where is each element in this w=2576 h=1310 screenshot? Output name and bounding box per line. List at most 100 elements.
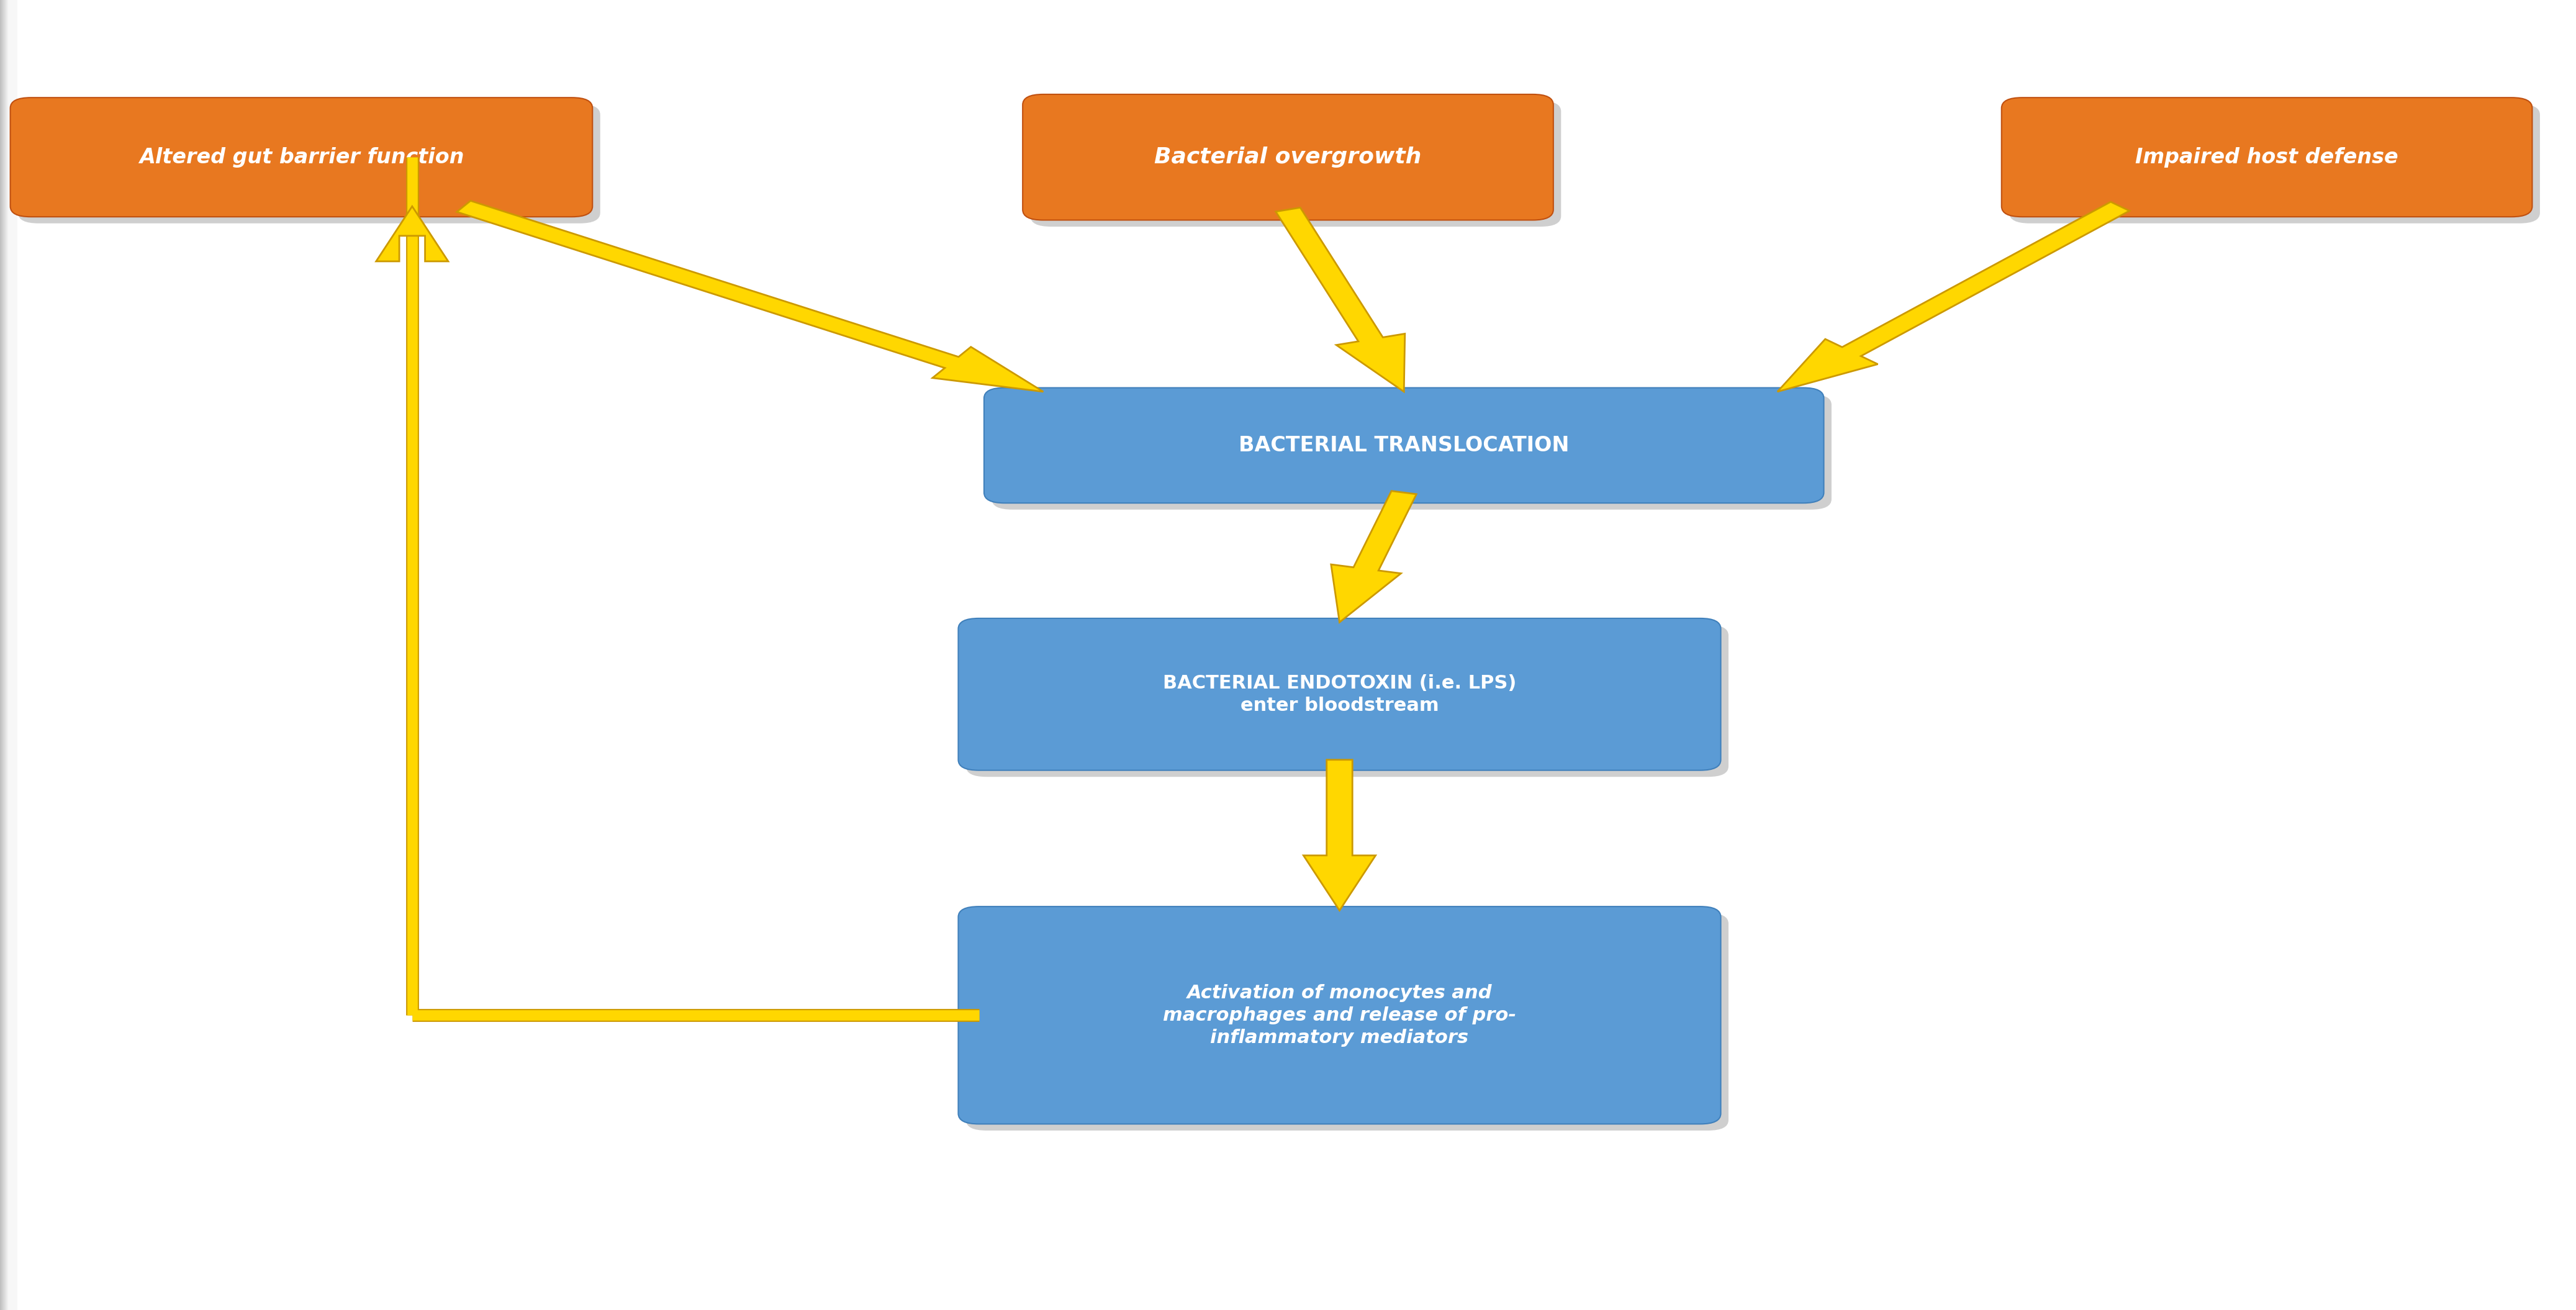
Bar (3, 0, 13, 1310)
Bar (3, 0, 13, 1310)
FancyBboxPatch shape (958, 907, 1721, 1124)
Bar (3, 0, 13, 1310)
Bar (5, 0, 15, 1310)
Bar (0, 0, 10, 1310)
Bar (5, 0, 15, 1310)
Bar (5, 0, 15, 1310)
Bar (3, 0, 13, 1310)
Bar (5, 0, 13, 1310)
Bar (5, 0, 13, 1310)
Bar (3, 0, 10, 1310)
Bar (8, 0, 15, 1310)
Bar (8, 0, 18, 1310)
Bar (0, 0, 8, 1310)
Bar (3, 0, 13, 1310)
Bar (3, 0, 10, 1310)
Bar (8, 0, 15, 1310)
Bar (5, 0, 13, 1310)
Bar (5, 0, 13, 1310)
Bar (3, 0, 10, 1310)
Text: BACTERIAL TRANSLOCATION: BACTERIAL TRANSLOCATION (1239, 435, 1569, 456)
Bar (5, 0, 13, 1310)
Bar (5, 0, 13, 1310)
Bar (3, 0, 10, 1310)
Bar (5, 0, 13, 1310)
Bar (5, 0, 15, 1310)
Bar (5, 0, 13, 1310)
Bar (3, 0, 10, 1310)
Bar (0, 0, 10, 1310)
Bar (5, 0, 13, 1310)
Bar (8, 0, 15, 1310)
Text: Bacterial overgrowth: Bacterial overgrowth (1154, 147, 1422, 168)
Bar (8, 0, 15, 1310)
Bar (0, 0, 10, 1310)
Bar (8, 0, 15, 1310)
Bar (3, 0, 10, 1310)
Bar (5, 0, 15, 1310)
Bar (8, 0, 18, 1310)
Bar (8, 0, 15, 1310)
Bar (5, 0, 15, 1310)
Bar (0, 0, 10, 1310)
Bar (8, 0, 15, 1310)
Bar (3, 0, 10, 1310)
FancyBboxPatch shape (966, 913, 1728, 1131)
Bar (8, 0, 18, 1310)
Bar (8, 0, 15, 1310)
Bar (8, 0, 15, 1310)
Bar (8, 0, 18, 1310)
Bar (5, 0, 13, 1310)
Bar (8, 0, 15, 1310)
Bar (8, 0, 18, 1310)
Bar (5, 0, 15, 1310)
Bar (3, 0, 13, 1310)
Bar (5, 0, 13, 1310)
Bar (8, 0, 15, 1310)
Bar (8, 0, 15, 1310)
Bar (3, 0, 13, 1310)
Bar (3, 0, 10, 1310)
Bar (8, 0, 15, 1310)
Bar (3, 0, 10, 1310)
Bar (3, 0, 10, 1310)
Bar (3, 0, 10, 1310)
Bar (8, 0, 15, 1310)
Bar (3, 0, 10, 1310)
Bar (8, 0, 15, 1310)
Bar (5, 0, 13, 1310)
Bar (0, 0, 10, 1310)
Bar (3, 0, 10, 1310)
Bar (8, 0, 15, 1310)
Bar (8, 0, 15, 1310)
Bar (8, 0, 15, 1310)
FancyArrow shape (1777, 202, 2130, 392)
Bar (8, 0, 15, 1310)
Bar (8, 0, 15, 1310)
Bar (5, 0, 15, 1310)
Text: Impaired host defense: Impaired host defense (2136, 147, 2398, 168)
Bar (3, 0, 10, 1310)
Bar (0, 0, 8, 1310)
Bar (3, 0, 10, 1310)
Bar (5, 0, 15, 1310)
Bar (5, 0, 15, 1310)
Bar (0, 0, 8, 1310)
Bar (5, 0, 13, 1310)
Bar (8, 0, 15, 1310)
Bar (8, 0, 15, 1310)
Bar (0, 0, 10, 1310)
FancyBboxPatch shape (966, 625, 1728, 777)
Bar (3, 0, 10, 1310)
Bar (3, 0, 10, 1310)
Bar (3, 0, 10, 1310)
Bar (0, 0, 10, 1310)
Bar (3, 0, 13, 1310)
Bar (3, 0, 13, 1310)
Bar (3, 0, 10, 1310)
Bar (5, 0, 13, 1310)
Bar (3, 0, 10, 1310)
Bar (3, 0, 13, 1310)
Bar (0, 0, 10, 1310)
Bar (8, 0, 15, 1310)
